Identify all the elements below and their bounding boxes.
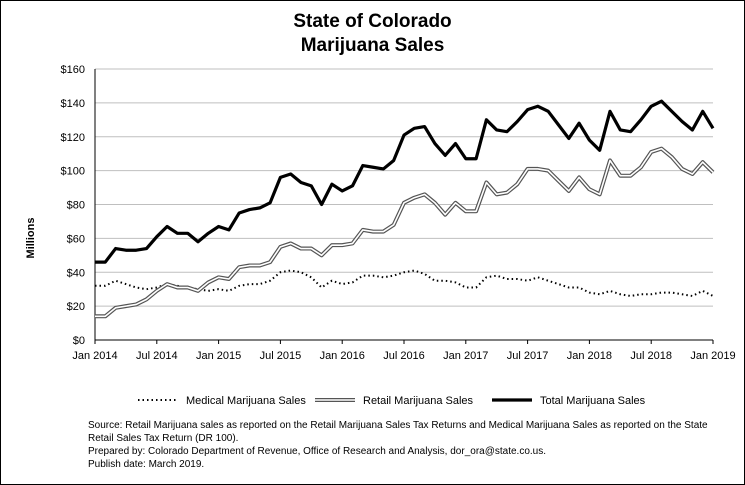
- axes: [94, 69, 714, 344]
- retail-sales-line-inner: [95, 147, 714, 318]
- data-point: [362, 275, 363, 276]
- y-tick-label: $140: [61, 98, 85, 110]
- data-point: [527, 280, 528, 281]
- data-point: [713, 295, 714, 296]
- y-tick-label: $160: [61, 64, 85, 76]
- data-point: [342, 284, 343, 285]
- footnote-publish: Publish date: March 2019.: [88, 459, 205, 470]
- x-tick-label: Jul 2014: [136, 350, 178, 362]
- data-point: [496, 275, 497, 276]
- footnote-prepared: Prepared by: Colorado Department of Reve…: [88, 446, 546, 457]
- y-tick-label: $20: [67, 301, 85, 313]
- data-point: [414, 270, 415, 271]
- data-point: [136, 287, 137, 288]
- x-tick-label: Jan 2018: [567, 350, 612, 362]
- data-point: [249, 284, 250, 285]
- legend-item: Total Marijuana Sales: [492, 395, 646, 407]
- data-point: [228, 290, 229, 291]
- data-point: [424, 273, 425, 274]
- data-point: [115, 280, 116, 281]
- x-tick-labels: Jan 2014 Jul 2014 Jan 2015 Jul 2015 Jan 2016…: [72, 350, 735, 362]
- data-point: [465, 287, 466, 288]
- y-axis-label: Millions: [25, 218, 37, 259]
- gridlines: [95, 68, 713, 307]
- data-point: [558, 284, 559, 285]
- x-tick-label: Jul 2017: [507, 350, 549, 362]
- data-point: [661, 292, 662, 293]
- y-tick-label: $60: [67, 233, 85, 245]
- data-point: [671, 292, 672, 293]
- data-point: [259, 284, 260, 285]
- data-point: [434, 280, 435, 281]
- chart-title: State of Colorado: [293, 11, 452, 32]
- legend: Medical Marijuana Sales Retail Marijuana …: [138, 395, 646, 407]
- data-point: [640, 294, 641, 295]
- data-point: [393, 275, 394, 276]
- y-tick-label: $100: [61, 166, 85, 178]
- x-tick-label: Jul 2016: [383, 350, 425, 362]
- legend-label: Medical Marijuana Sales: [186, 395, 306, 407]
- total-sales-line: [95, 99, 715, 264]
- data-point: [630, 295, 631, 296]
- x-tick-label: Jul 2015: [260, 350, 302, 362]
- x-tick-label: Jan 2017: [443, 350, 488, 362]
- y-tick-label: $0: [73, 335, 85, 347]
- legend-label: Retail Marijuana Sales: [363, 395, 474, 407]
- data-point: [321, 287, 322, 288]
- chart-subtitle: Marijuana Sales: [300, 35, 445, 56]
- footnote: Source: Retail Marijuana sales as report…: [88, 419, 728, 471]
- legend-item: Retail Marijuana Sales: [315, 395, 474, 407]
- x-tick-label: Jan 2016: [320, 350, 365, 362]
- y-tick-label: $80: [67, 200, 85, 212]
- x-tick-label: Jul 2018: [630, 350, 672, 362]
- chart-title-block: State of Colorado Marijuana Sales: [0, 10, 745, 58]
- footnote-source: Source: Retail Marijuana sales as report…: [88, 420, 708, 444]
- series-lines: [95, 99, 715, 319]
- x-tick-label: Jan 2014: [72, 350, 117, 362]
- data-point: [579, 287, 580, 288]
- data-point: [290, 270, 291, 271]
- y-tick-label: $40: [67, 267, 85, 279]
- x-tick-label: Jan 2015: [196, 350, 241, 362]
- x-tick-label: Jan 2019: [690, 350, 735, 362]
- legend-label: Total Marijuana Sales: [540, 395, 646, 407]
- y-tick-label: $120: [61, 132, 85, 144]
- data-point: [445, 280, 446, 281]
- y-tick-labels: $0 $20 $40 $60 $80 $100 $120 $140 $160: [61, 64, 85, 347]
- data-point: [610, 290, 611, 291]
- medical-sales-line: [95, 269, 714, 297]
- legend-item: Medical Marijuana Sales: [138, 395, 306, 407]
